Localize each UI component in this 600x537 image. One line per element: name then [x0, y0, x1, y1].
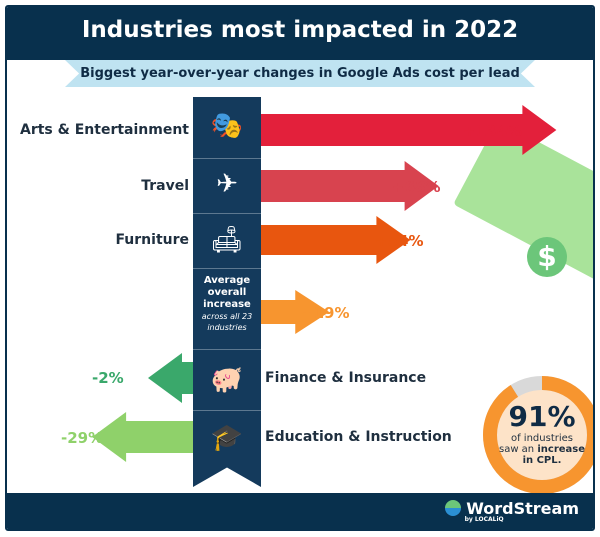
arrow-bar — [261, 216, 411, 264]
value-label: +68% — [392, 178, 441, 196]
value-label: -2% — [92, 369, 124, 387]
icon-column: 🎭 ✈ 🛋 Average overall increase across al… — [193, 97, 261, 487]
avg-line2: overall — [207, 287, 247, 298]
percent-donut — [483, 376, 593, 494]
divider — [193, 268, 261, 269]
dollar-icon: $ — [527, 237, 567, 277]
chart-title: Industries most impacted in 2022 — [81, 17, 519, 43]
value-label: +54% — [375, 232, 424, 250]
category-label: Furniture — [115, 232, 189, 248]
theater-masks-icon: 🎭 — [210, 111, 244, 141]
value-label: -29% — [61, 429, 104, 447]
frame: Industries most impacted in 2022 Biggest… — [5, 5, 595, 531]
donut-line3: in CPL. — [522, 455, 562, 466]
category-label: Travel — [141, 178, 189, 194]
avg-line5: industries — [207, 323, 247, 332]
arrow-bar — [261, 105, 557, 155]
arrow-bars — [92, 105, 557, 462]
divider — [193, 158, 261, 159]
subtitle-ribbon: Biggest year-over-year changes in Google… — [65, 60, 535, 87]
value-label: +134% — [463, 122, 522, 140]
donut-line1: of industries — [510, 433, 573, 444]
category-label: Education & Instruction — [265, 429, 452, 445]
arrow-bar — [261, 290, 330, 334]
donut-line2: saw an — [498, 444, 535, 455]
footer: WordStream by LOCALiQ — [7, 493, 593, 529]
header: Industries most impacted in 2022 — [7, 7, 593, 60]
donut-text: 91% of industries saw an increase in CPL… — [490, 400, 593, 466]
chart-subtitle: Biggest year-over-year changes in Google… — [80, 66, 520, 81]
arrow-bar — [261, 161, 439, 211]
brand-name: WordStream — [466, 499, 579, 518]
donut-line2-bold: increase — [537, 444, 586, 455]
piggy-bank-icon: 🐖 — [210, 365, 244, 395]
arrow-bar — [148, 353, 193, 403]
divider — [193, 213, 261, 214]
category-label: Finance & Insurance — [265, 370, 427, 386]
avg-line4: across all 23 — [201, 312, 253, 321]
donut-percent: 91% — [508, 400, 576, 433]
airplane-icon: ✈ — [216, 169, 238, 199]
avg-line1: Average — [203, 275, 251, 286]
wordstream-logo: WordStream by LOCALiQ — [444, 499, 579, 523]
wordstream-logo-icon — [444, 500, 461, 516]
average-note: Average overall increase across all 23 i… — [193, 275, 261, 333]
value-label: +19% — [301, 304, 350, 322]
arrow-bar — [92, 412, 193, 462]
donut-center — [496, 389, 588, 481]
brand-byline: by LOCALiQ — [464, 516, 504, 523]
divider — [193, 349, 261, 350]
armchair-icon: 🛋 — [210, 225, 244, 255]
category-label: Arts & Entertainment — [20, 122, 189, 138]
divider — [193, 410, 261, 411]
donut-fill — [483, 376, 593, 494]
graduation-cap-icon: 🎓 — [210, 423, 244, 453]
avg-line3: increase — [203, 299, 251, 310]
